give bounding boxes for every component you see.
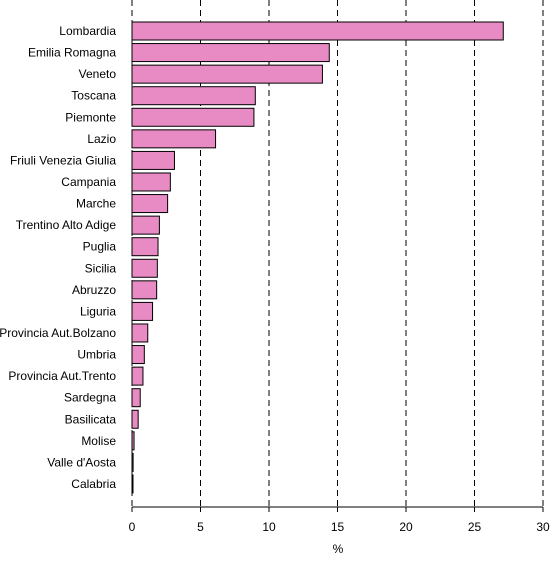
bar-3 <box>131 86 256 106</box>
category-label-16: Provincia Aut.Trento <box>8 369 116 383</box>
bar-4 <box>131 107 255 127</box>
bar-21 <box>131 474 134 494</box>
category-label-13: Liguria <box>80 304 116 318</box>
bar-16 <box>131 366 144 386</box>
category-label-11: Sicilia <box>85 261 117 275</box>
category-label-1: Emilia Romagna <box>28 46 116 60</box>
bar-12 <box>131 280 158 300</box>
gridlines <box>131 0 544 507</box>
x-axis-title: % <box>333 542 344 556</box>
bar-5 <box>131 129 217 149</box>
category-label-12: Abruzzo <box>72 283 116 297</box>
category-label-4: Piemonte <box>65 110 116 124</box>
category-label-10: Puglia <box>83 240 117 254</box>
bar-17 <box>131 388 141 408</box>
bar-13 <box>131 301 154 321</box>
bar-0 <box>131 21 504 41</box>
category-label-19: Molise <box>81 434 116 448</box>
category-label-5: Lazio <box>87 132 116 146</box>
x-axis: 0 5 10 15 20 25 30 <box>129 506 550 534</box>
bar-7 <box>131 172 171 192</box>
x-tick-label-5: 25 <box>468 520 482 534</box>
bar-14 <box>131 323 149 343</box>
bar-15 <box>131 345 145 365</box>
bar-1 <box>131 43 330 63</box>
category-labels: Lombardia Emilia Romagna Veneto Toscana Piem… <box>0 24 116 491</box>
category-label-17: Sardegna <box>64 391 116 405</box>
bar-11 <box>131 258 158 278</box>
x-tick-label-1: 5 <box>197 520 204 534</box>
bar-20 <box>131 452 134 472</box>
bar-10 <box>131 237 159 257</box>
bars <box>131 21 504 494</box>
category-label-7: Campania <box>61 175 116 189</box>
category-label-14: Provincia Aut.Bolzano <box>0 326 116 340</box>
bar-9 <box>131 215 160 235</box>
category-label-8: Marche <box>76 197 116 211</box>
x-tick-label-6: 30 <box>536 520 550 534</box>
category-label-2: Veneto <box>79 67 117 81</box>
bar-6 <box>131 150 175 170</box>
category-label-0: Lombardia <box>59 24 116 38</box>
category-label-9: Trentino Alto Adige <box>16 218 117 232</box>
category-label-21: Calabria <box>71 477 116 491</box>
category-label-18: Basilicata <box>65 412 117 426</box>
bar-2 <box>131 64 323 84</box>
x-tick-label-2: 10 <box>262 520 276 534</box>
category-label-20: Valle d'Aosta <box>47 455 116 469</box>
x-tick-label-3: 15 <box>331 520 345 534</box>
x-tick-label-0: 0 <box>129 520 136 534</box>
x-tick-label-4: 20 <box>399 520 413 534</box>
category-label-3: Toscana <box>71 89 116 103</box>
bar-8 <box>131 194 169 214</box>
bar-18 <box>131 409 139 429</box>
category-label-15: Umbria <box>77 348 116 362</box>
category-label-6: Friuli Venezia Giulia <box>10 153 116 167</box>
bar-19 <box>131 431 135 451</box>
